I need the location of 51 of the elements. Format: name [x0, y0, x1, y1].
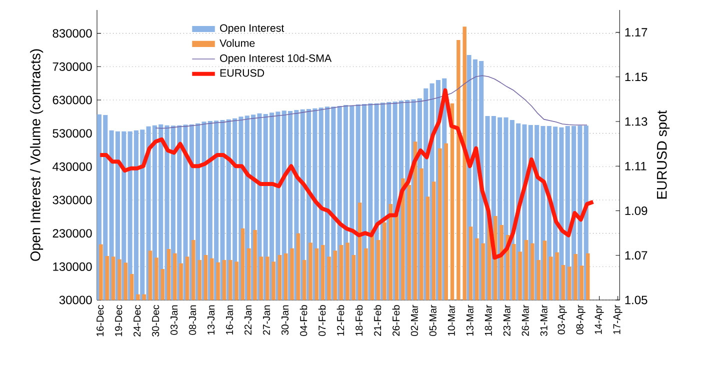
x-tick-label: 08-Apr	[576, 304, 586, 334]
y2-tick-label: 1.11	[625, 162, 646, 170]
y-tick-label: 830000	[52, 29, 92, 38]
y-axis-title: Open Interest / Volume (contracts)	[30, 49, 44, 261]
y-tick-label: 130000	[53, 262, 92, 271]
x-tick-label: 16-Jan	[226, 305, 234, 335]
x-tick-label: 17-Apr	[613, 304, 622, 334]
x-tick-label: 07-Feb	[318, 305, 326, 336]
y2-axis-title: EURUSD spot	[656, 110, 670, 199]
x-tick-label: 21-Feb	[374, 305, 382, 336]
x-tick-label: 26-Mar	[522, 304, 529, 336]
x-tick-label: 22-Jan	[244, 305, 252, 335]
x-tick-label: 03-Apr	[558, 304, 567, 334]
legend-label: Open Interest 10d-SMA	[220, 54, 332, 64]
y-tick-label: 630000	[52, 96, 92, 104]
legend-label: Open Interest	[220, 24, 284, 34]
y-tick-label: 730000	[52, 62, 92, 71]
x-tick-label: 10-Mar	[448, 304, 455, 336]
x-tick-label: 13-Mar	[466, 304, 474, 336]
x-tick-label: 26-Feb	[392, 305, 400, 336]
y-tick-label: 530000	[52, 129, 92, 138]
x-tick-label: 14-Apr	[594, 304, 604, 334]
x-tick-label: 30-Jan	[281, 305, 289, 335]
y-tick-label: 330000	[52, 196, 92, 204]
y2-tick-label: 1.17	[625, 28, 648, 36]
legend-label: EURUSD	[220, 69, 264, 77]
x-tick-label: 30-Dec	[152, 304, 160, 337]
y2-tick-label: 1.15	[625, 72, 648, 82]
y-tick-label: 30000	[59, 296, 92, 304]
x-tick-label: 13-Jan	[207, 305, 215, 335]
x-tick-label: 23-Mar	[503, 304, 510, 336]
x-tick-label: 19-Dec	[115, 304, 122, 336]
y-tick-label: 430000	[52, 162, 92, 171]
x-tick-label: 12-Feb	[336, 305, 344, 336]
x-tick-label: 18-Mar	[484, 304, 492, 336]
x-tick-label: 24-Dec	[134, 304, 141, 336]
x-tick-label: 31-Mar	[540, 304, 548, 336]
x-tick-label: 18-Feb	[355, 305, 363, 336]
y2-tick-label: 1.13	[625, 117, 648, 126]
x-tick-label: 27-Jan	[262, 305, 270, 335]
legend-label: Volume	[220, 39, 255, 47]
y2-tick-label: 1.05	[625, 296, 648, 304]
y-tick-label: 230000	[52, 229, 92, 238]
x-tick-label: 04-Feb	[300, 305, 308, 336]
x-tick-label: 05-Mar	[429, 304, 436, 336]
x-tick-label: 02-Mar	[410, 304, 418, 336]
x-tick-label: 16-Dec	[96, 304, 104, 336]
x-tick-label: 08-Jan	[189, 305, 196, 335]
x-tick-label: 03-Jan	[170, 305, 178, 335]
y2-tick-label: 1.09	[625, 206, 648, 216]
y2-tick-label: 1.07	[625, 251, 648, 260]
